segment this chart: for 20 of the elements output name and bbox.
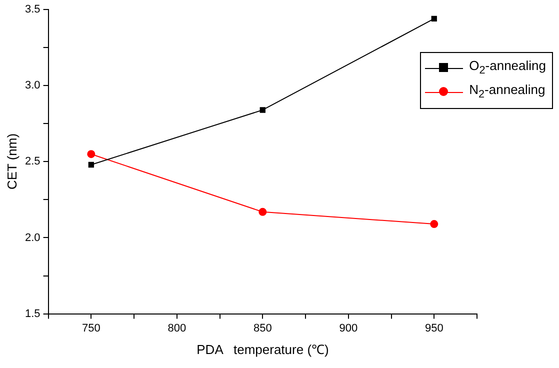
- point: [258, 208, 267, 216]
- y-tick-label: 3.0: [24, 80, 40, 92]
- x-tick-label: 750: [82, 322, 100, 334]
- legend-label: N$_{2}$-annealing: [469, 81, 546, 103]
- y-axis-title: CET (nm): [4, 134, 20, 190]
- x-tick-label: 950: [424, 322, 444, 334]
- y-tick-label: 2.0: [24, 232, 40, 244]
- point: [430, 220, 438, 228]
- point: [431, 16, 437, 22]
- point: [88, 162, 94, 168]
- y-tick-label: 2.5: [24, 156, 40, 168]
- y-tick-label: 3.5: [24, 4, 40, 16]
- x-tick-label: 900: [339, 322, 358, 334]
- x-axis-title: PDA temperature (℃): [196, 340, 329, 358]
- point: [260, 107, 266, 113]
- y-tick-label: 1.5: [24, 308, 40, 320]
- x-tick-label: 850: [253, 322, 272, 334]
- legend-label: O$_{2}$-annealing: [469, 56, 546, 78]
- point: [87, 150, 96, 158]
- x-tick-label: 800: [168, 322, 186, 334]
